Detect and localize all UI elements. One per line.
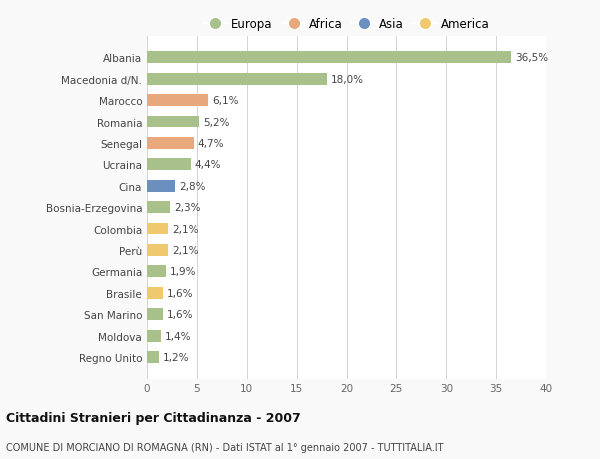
Bar <box>147 95 208 107</box>
Text: Cittadini Stranieri per Cittadinanza - 2007: Cittadini Stranieri per Cittadinanza - 2… <box>6 412 301 425</box>
Text: 1,4%: 1,4% <box>165 331 191 341</box>
Text: 1,6%: 1,6% <box>167 288 193 298</box>
Text: 36,5%: 36,5% <box>515 53 548 63</box>
Legend: Europa, Africa, Asia, America: Europa, Africa, Asia, America <box>201 15 492 33</box>
Bar <box>147 117 199 128</box>
Text: 6,1%: 6,1% <box>212 96 238 106</box>
Bar <box>147 223 168 235</box>
Text: 4,4%: 4,4% <box>195 160 221 170</box>
Bar <box>147 330 161 342</box>
Text: 5,2%: 5,2% <box>203 117 229 127</box>
Bar <box>147 287 163 299</box>
Bar <box>147 52 511 64</box>
Text: 2,8%: 2,8% <box>179 181 205 191</box>
Text: 1,6%: 1,6% <box>167 309 193 319</box>
Text: 2,1%: 2,1% <box>172 246 199 255</box>
Text: 1,9%: 1,9% <box>170 267 196 277</box>
Bar <box>147 138 194 150</box>
Bar <box>147 308 163 320</box>
Bar <box>147 180 175 192</box>
Text: 2,1%: 2,1% <box>172 224 199 234</box>
Bar <box>147 202 170 213</box>
Text: 18,0%: 18,0% <box>331 74 364 84</box>
Bar <box>147 159 191 171</box>
Text: COMUNE DI MORCIANO DI ROMAGNA (RN) - Dati ISTAT al 1° gennaio 2007 - TUTTITALIA.: COMUNE DI MORCIANO DI ROMAGNA (RN) - Dat… <box>6 442 443 452</box>
Bar <box>147 245 168 256</box>
Bar <box>147 266 166 278</box>
Bar <box>147 73 326 85</box>
Text: 2,3%: 2,3% <box>174 203 200 213</box>
Bar <box>147 352 159 363</box>
Text: 1,2%: 1,2% <box>163 352 190 362</box>
Text: 4,7%: 4,7% <box>198 139 224 149</box>
